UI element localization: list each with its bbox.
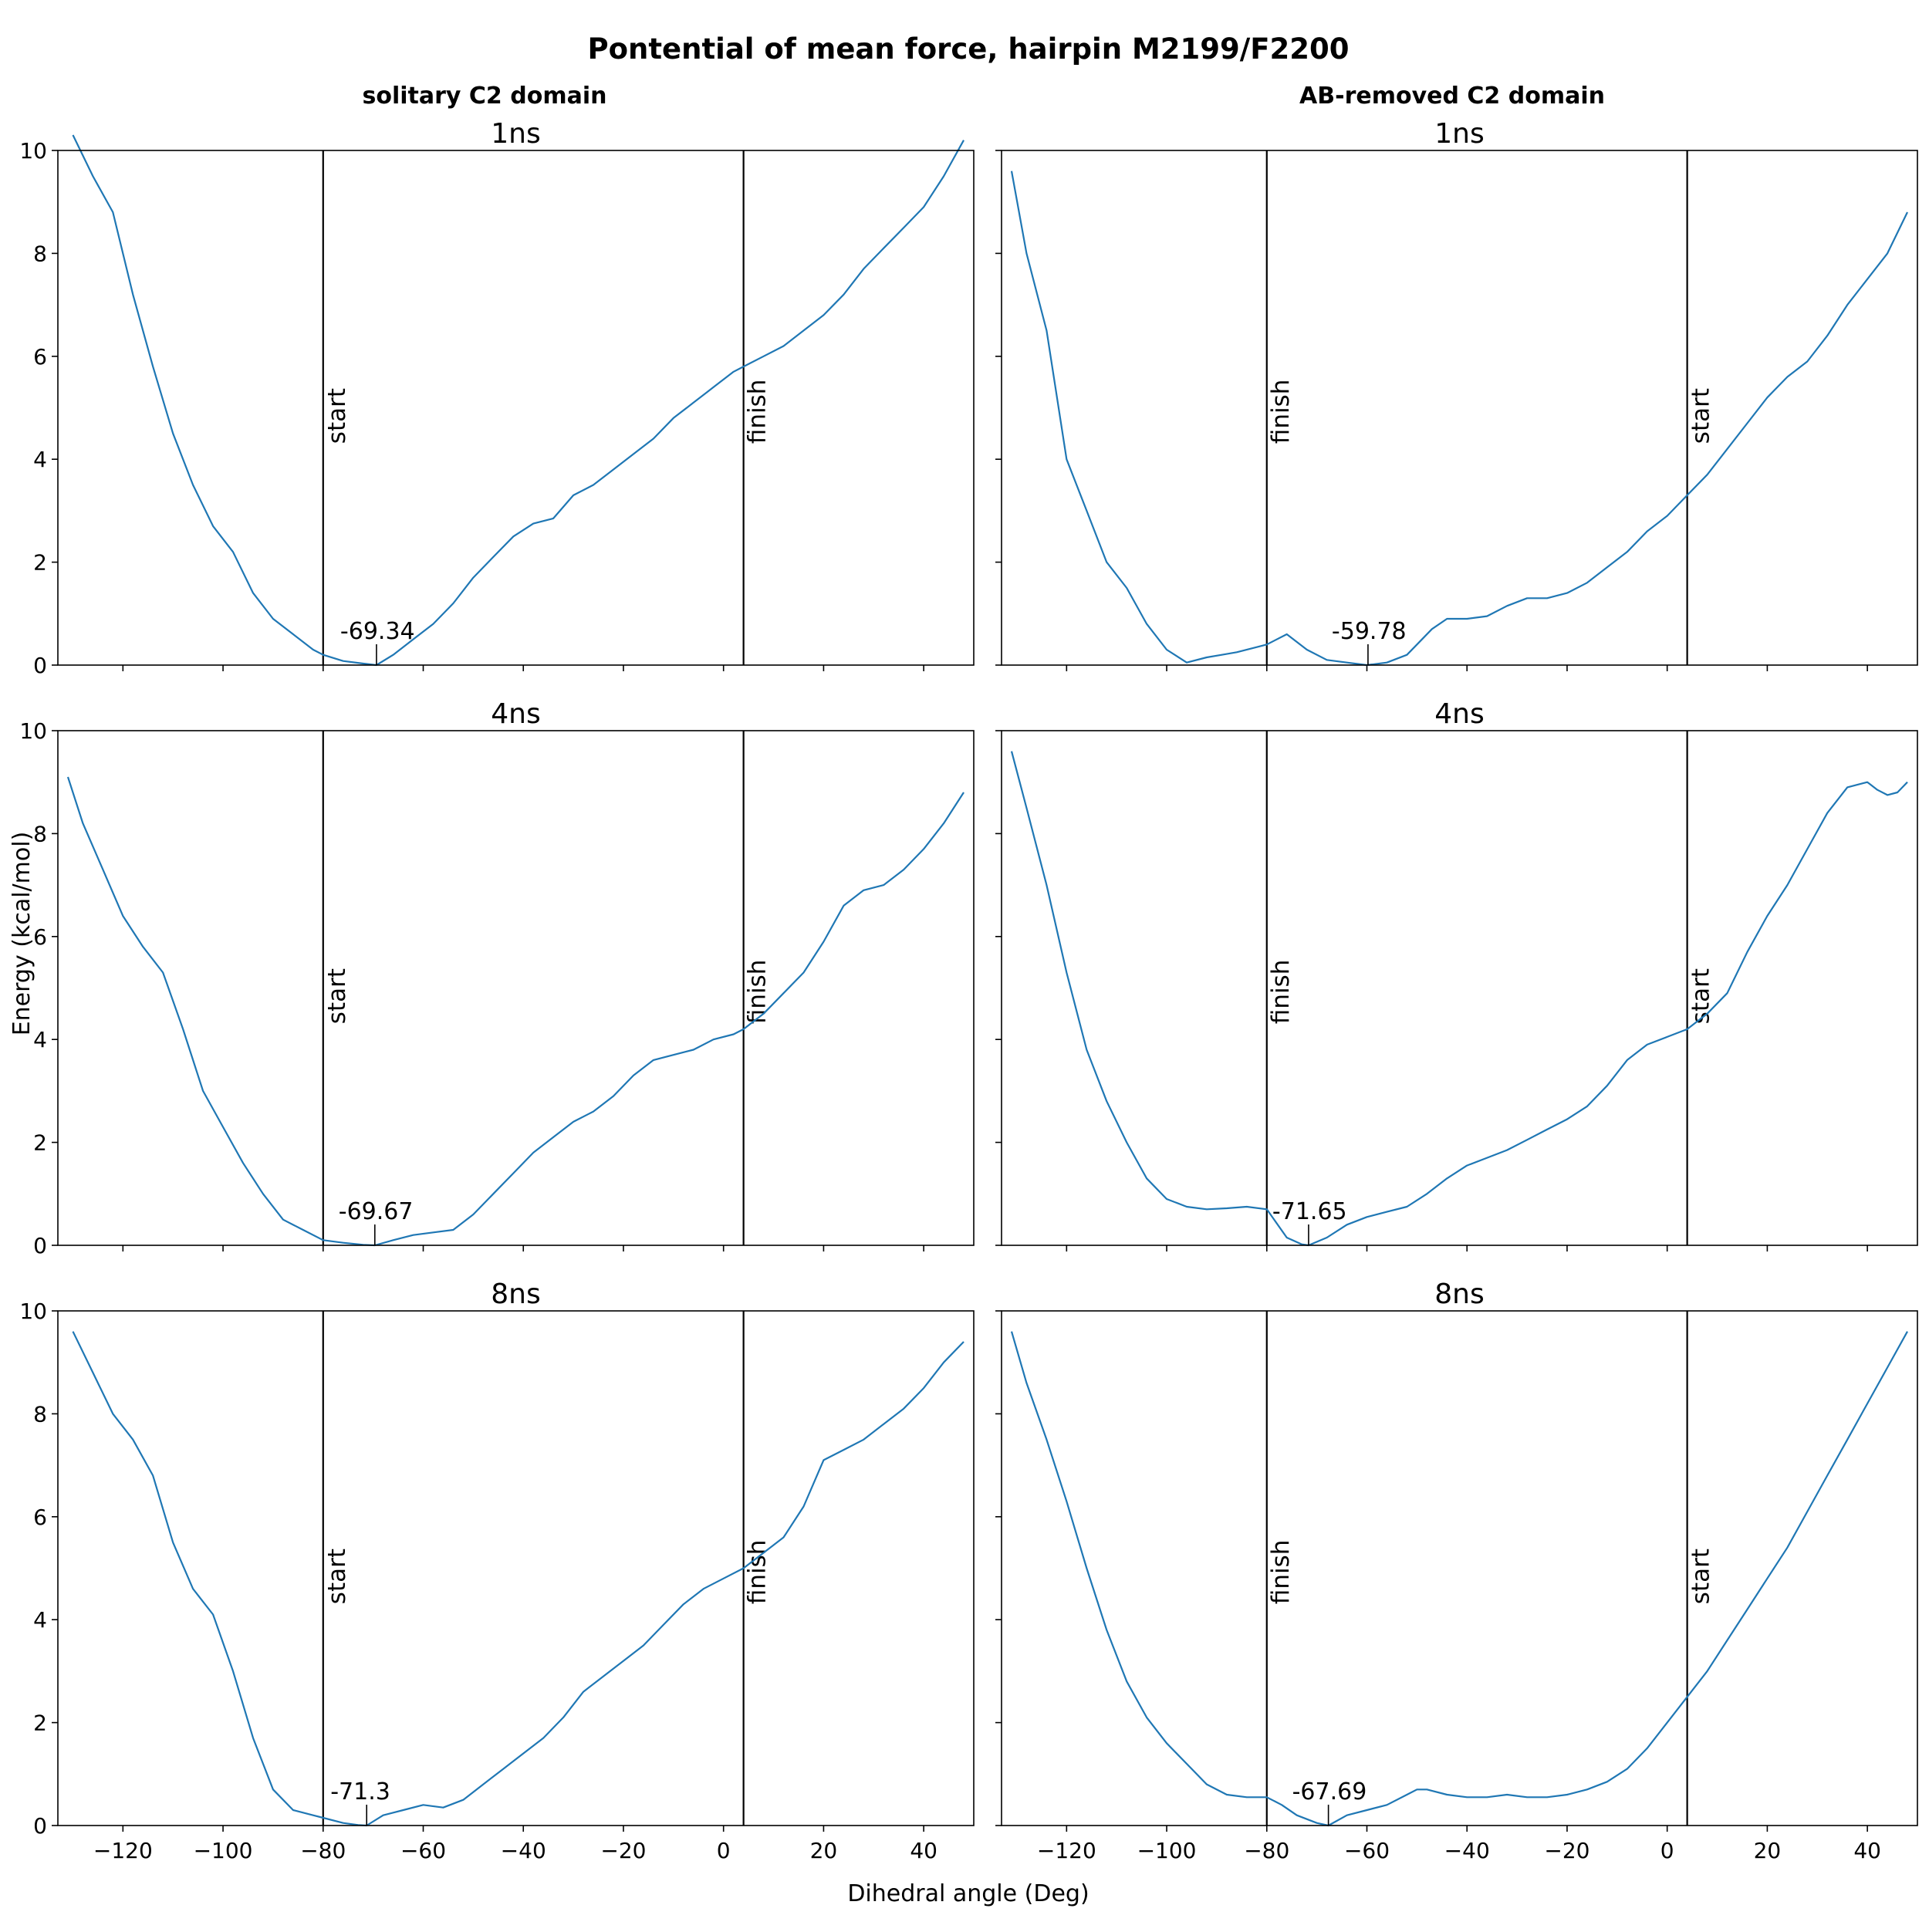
y-tick-label: 0	[33, 653, 47, 678]
y-tick-label: 6	[33, 344, 47, 370]
x-tick-label: 20	[1754, 1838, 1782, 1863]
y-tick-label: 4	[33, 1027, 47, 1052]
reference-label-start: start	[1687, 968, 1715, 1024]
x-tick-label: −100	[194, 1838, 253, 1863]
x-tick-label: −20	[1544, 1838, 1589, 1863]
y-tick-label: 0	[33, 1813, 47, 1839]
subplot-title: 8ns	[491, 1278, 540, 1310]
pmf-curve	[72, 1331, 964, 1827]
minimum-label: -69.34	[340, 618, 415, 645]
x-tick-label: −80	[1244, 1838, 1289, 1863]
subplot-title: 8ns	[1434, 1278, 1484, 1310]
x-tick-label: 40	[1853, 1838, 1881, 1863]
reference-label-finish: finish	[1267, 1540, 1295, 1605]
y-axis-label: Energy (kcal/mol)	[8, 832, 35, 1036]
x-tick-label: −60	[1344, 1838, 1390, 1863]
reference-label-finish: finish	[1267, 380, 1295, 444]
minimum-label: -71.3	[330, 1778, 390, 1805]
subplot-1ns-ab-removed: 1ns finish start -59.78	[995, 118, 1918, 671]
subplot-1ns-solitary: 1ns 0 2 4 6 8 10 start finish -69.34	[19, 118, 975, 678]
x-tick-label: 20	[810, 1838, 838, 1863]
pmf-curve	[1010, 1331, 1908, 1827]
pmf-curve	[72, 134, 964, 667]
column-title-right: AB-removed C2 domain	[1299, 83, 1605, 110]
minimum-label: -69.67	[339, 1198, 414, 1225]
x-tick-label: −40	[1444, 1838, 1490, 1863]
y-tick-label: 0	[33, 1233, 47, 1258]
y-tick-label: 8	[33, 1401, 47, 1427]
reference-label-start: start	[1687, 388, 1715, 444]
x-tick-label: −40	[501, 1838, 546, 1863]
y-tick-label: 8	[33, 821, 47, 846]
x-axis-label: Dihedral angle (Deg)	[847, 1880, 1089, 1907]
y-tick-label: 2	[33, 1130, 47, 1156]
reference-label-start: start	[1687, 1549, 1715, 1604]
subplot-title: 1ns	[491, 118, 540, 150]
plot-frame	[1001, 730, 1918, 1246]
plot-frame	[1001, 1310, 1918, 1826]
plot-frame	[57, 730, 975, 1246]
plot-frame	[57, 1310, 975, 1826]
subplot-4ns-ab-removed: 4ns finish start -71.65	[995, 698, 1918, 1251]
x-tick-label: 0	[717, 1838, 731, 1863]
x-tick-label: 40	[910, 1838, 937, 1863]
y-tick-label: 2	[33, 1711, 47, 1736]
y-tick-label: 10	[19, 138, 47, 164]
x-tick-label: −60	[400, 1838, 446, 1863]
y-tick-label: 4	[33, 447, 47, 472]
pmf-curve	[1010, 751, 1908, 1247]
column-title-left: solitary C2 domain	[363, 83, 607, 110]
y-tick-label: 8	[33, 241, 47, 266]
y-tick-label: 6	[33, 924, 47, 950]
reference-label-start: start	[323, 388, 351, 444]
subplot-grid: 1ns 0 2 4 6 8 10 start finish -69.34 1ns finish star…	[19, 118, 1918, 1863]
reference-label-start: start	[323, 1549, 351, 1604]
y-tick-label: 6	[33, 1505, 47, 1530]
subplot-title: 1ns	[1434, 118, 1484, 150]
x-tick-label: −100	[1137, 1838, 1197, 1863]
reference-label-finish: finish	[1267, 960, 1295, 1025]
subplot-8ns-solitary: 8ns 0 2 4 6 8 10 −120 −100 −80 −60 −40 −20 0 20 40 start…	[19, 1278, 975, 1863]
plot-frame	[57, 150, 975, 666]
minimum-label: -71.65	[1272, 1198, 1347, 1225]
subplot-title: 4ns	[1434, 698, 1484, 730]
pmf-curve	[66, 776, 964, 1247]
x-tick-label: −20	[600, 1838, 646, 1863]
y-tick-label: 10	[19, 1299, 47, 1324]
subplot-title: 4ns	[491, 698, 540, 730]
minimum-label: -67.69	[1292, 1778, 1367, 1805]
reference-label-start: start	[323, 968, 351, 1024]
figure-title: Pontential of mean force, hairpin M2199/…	[587, 32, 1349, 66]
x-tick-label: 0	[1660, 1838, 1674, 1863]
reference-label-finish: finish	[744, 380, 772, 444]
subplot-4ns-solitary: 4ns 0 2 4 6 8 10 start finish -69.67	[19, 698, 975, 1258]
subplot-8ns-ab-removed: 8ns −120 −100 −80 −60 −40 −20 0 20 40 finish start -…	[995, 1278, 1918, 1863]
y-tick-label: 10	[19, 718, 47, 744]
pmf-curve	[1010, 171, 1908, 667]
plot-frame	[1001, 150, 1918, 666]
x-tick-label: −120	[1037, 1838, 1096, 1863]
x-tick-label: −80	[300, 1838, 346, 1863]
y-tick-label: 4	[33, 1607, 47, 1633]
y-tick-label: 2	[33, 550, 47, 576]
minimum-label: -59.78	[1332, 618, 1407, 645]
reference-label-finish: finish	[744, 960, 772, 1025]
x-tick-label: −120	[93, 1838, 153, 1863]
